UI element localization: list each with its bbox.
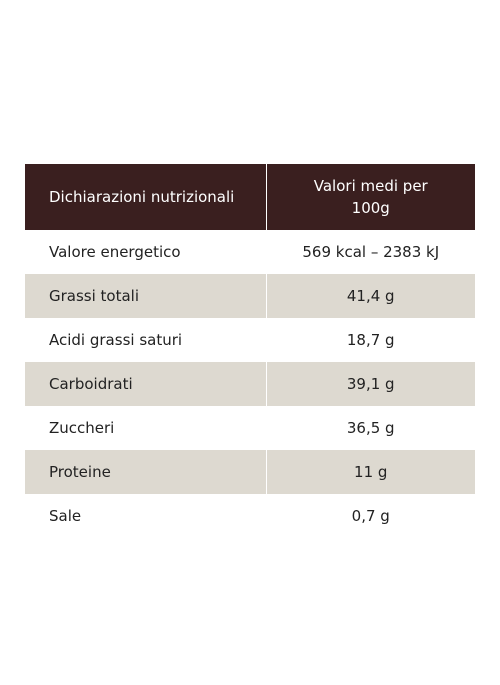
nutrient-value: 41,4 g	[346, 287, 395, 305]
nutrient-value: 11 g	[354, 463, 388, 481]
nutrient-value: 36,5 g	[346, 419, 395, 437]
header-average-values: Valori medi per 100g	[313, 177, 428, 217]
nutrient-value: 569 kcal – 2383 kJ	[302, 243, 440, 261]
nutrient-name: Grassi totali	[25, 274, 267, 318]
nutrition-table: Dichiarazioni nutrizionali Valori medi p…	[25, 164, 475, 538]
table-row: Sale 0,7 g	[25, 494, 475, 538]
nutrient-name: Carboidrati	[25, 362, 267, 406]
header-nutrition-declaration: Dichiarazioni nutrizionali	[25, 164, 267, 230]
nutrient-name: Valore energetico	[25, 230, 267, 274]
table-row: Proteine 11 g	[25, 450, 475, 494]
table-row: Grassi totali 41,4 g	[25, 274, 475, 318]
nutrient-name: Zuccheri	[25, 406, 267, 450]
nutrition-table-header: Dichiarazioni nutrizionali Valori medi p…	[25, 164, 475, 230]
header-row: Dichiarazioni nutrizionali Valori medi p…	[25, 164, 475, 230]
nutrient-value: 39,1 g	[346, 375, 395, 393]
nutrient-value: 0,7 g	[351, 507, 390, 525]
table-row: Zuccheri 36,5 g	[25, 406, 475, 450]
table-row: Carboidrati 39,1 g	[25, 362, 475, 406]
nutrition-table-body: Valore energetico 569 kcal – 2383 kJ Gra…	[25, 230, 475, 538]
table-row: Valore energetico 569 kcal – 2383 kJ	[25, 230, 475, 274]
nutrient-value: 18,7 g	[346, 331, 395, 349]
nutrient-name: Acidi grassi saturi	[25, 318, 267, 362]
table-row: Acidi grassi saturi 18,7 g	[25, 318, 475, 362]
nutrient-name: Sale	[25, 494, 267, 538]
nutrient-name: Proteine	[25, 450, 267, 494]
